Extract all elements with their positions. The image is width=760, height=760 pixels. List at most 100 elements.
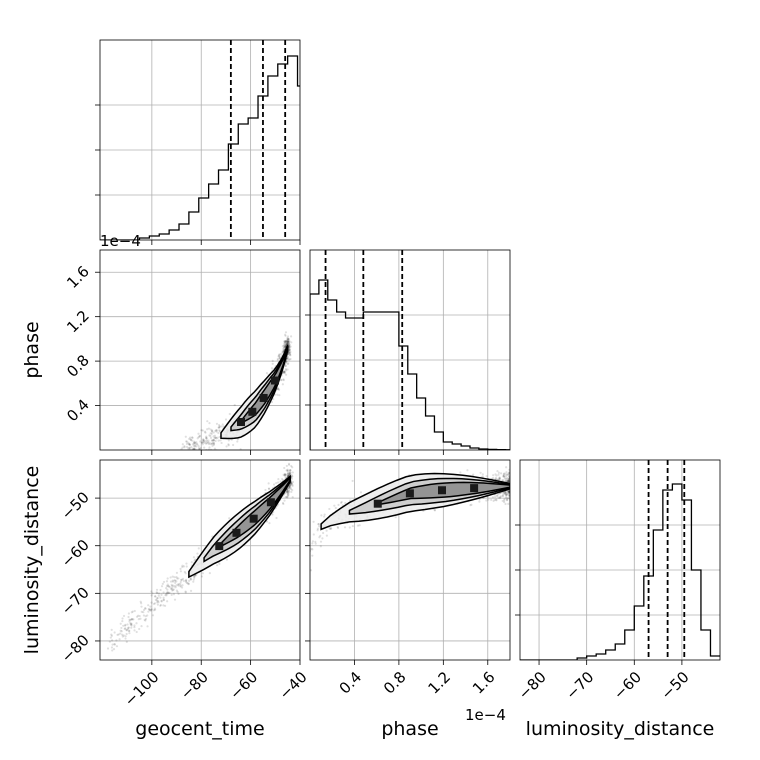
x-tick-label-phase: 1.6 [469,668,499,698]
sample-point [287,489,291,492]
sample-point [491,496,495,499]
sample-point [268,522,271,525]
sample-point [285,469,288,472]
sample-point [192,575,196,578]
sample-point [502,474,505,478]
sample-point [276,393,279,396]
sample-point [288,348,291,351]
sample-point [184,456,186,458]
sample-point [287,491,290,494]
sample-point [314,540,317,543]
sample-point [340,500,343,504]
sample-point [201,429,204,432]
sample-point [205,441,208,444]
sample-point [503,477,506,480]
sample-point [513,478,515,480]
sample-point [127,626,130,629]
sample-point [175,575,178,579]
sample-point [286,343,289,346]
sample-point [183,446,186,449]
sample-point [214,452,216,454]
sample-point [502,475,506,478]
sample-point [287,493,290,496]
sample-point [499,496,502,499]
sample-point [478,500,481,503]
sample-point [270,367,274,370]
sample-point [288,485,291,489]
sample-point [286,368,289,371]
sample-point [497,492,500,496]
sample-point [129,622,132,625]
sample-point [288,349,291,352]
sample-point [175,584,178,587]
sample-point [286,490,289,494]
sample-point [505,466,508,469]
sample-point [215,452,217,454]
sample-point [165,592,168,595]
sample-point [159,604,162,607]
sample-point [211,442,214,445]
sample-point [193,447,196,450]
sample-point [506,497,509,500]
sample-point [504,490,507,494]
sample-point [497,471,501,474]
sample-point [209,428,212,431]
sample-point [207,453,209,455]
sample-point [211,442,214,445]
sample-point [433,508,436,512]
panel-frame-luminosity_distance-luminosity_distance [519,459,721,661]
sample-point [193,440,196,443]
sample-point [508,491,510,495]
sample-point [218,562,221,565]
sample-point [496,494,499,497]
sample-point [287,351,290,355]
sample-point [127,615,130,619]
sample-point [288,473,292,476]
sample-point [196,443,199,446]
sample-point [506,473,509,476]
sample-point [286,340,290,343]
sample-point [189,577,192,580]
sample-point [337,503,340,506]
sample-point [328,507,331,511]
sample-point [284,340,287,343]
sample-point [290,481,293,485]
sample-point [205,439,209,442]
sample-point [504,492,507,495]
sample-point [188,447,191,450]
sample-point [197,432,200,435]
sample-point [278,353,281,356]
sample-point [180,578,183,581]
sample-point [319,545,322,548]
sample-point [174,581,177,584]
sample-point [507,477,510,480]
sample-point [171,586,174,589]
sample-point [216,436,219,439]
histogram-step [310,279,510,450]
sample-point [228,412,231,416]
sample-point [507,480,510,483]
sample-point [168,591,171,594]
sample-point [287,340,290,343]
sample-point [286,343,289,346]
sample-point [162,604,165,607]
sample-point [183,570,186,574]
sample-point [278,357,281,360]
sample-point [505,477,509,480]
sample-point [122,624,125,627]
sample-point [193,454,195,456]
density-cell [373,499,382,508]
sample-point [189,438,192,441]
sample-point [495,474,498,477]
sample-point [285,341,288,344]
sample-point [281,350,284,353]
density-cell [249,514,258,523]
sample-point [157,592,161,595]
sample-point [501,499,504,503]
density-cell [405,489,414,498]
sample-point [156,603,159,606]
sample-point [189,438,192,441]
sample-point [173,585,176,588]
sample-point [194,442,197,445]
